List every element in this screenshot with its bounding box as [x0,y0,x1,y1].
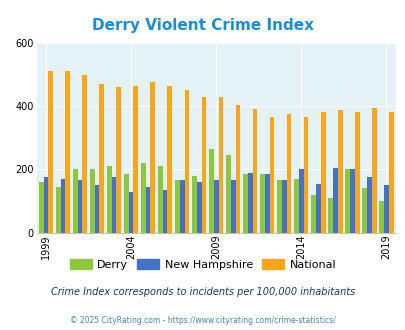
Bar [209,149,213,233]
Text: Derry Violent Crime Index: Derry Violent Crime Index [92,18,313,33]
Bar [378,201,383,233]
Bar [320,112,325,233]
Bar [371,108,376,233]
Bar [315,183,320,233]
Bar [243,174,247,233]
Bar [55,187,60,233]
Bar [344,169,349,233]
Bar [167,85,172,233]
Bar [349,169,354,233]
Bar [383,185,388,233]
Bar [226,155,230,233]
Bar [196,182,201,233]
Legend: Derry, New Hampshire, National: Derry, New Hampshire, National [65,255,340,274]
Bar [94,185,99,233]
Bar [354,112,359,233]
Bar [281,181,286,233]
Bar [65,71,70,233]
Bar [327,198,332,233]
Bar [116,87,121,233]
Bar [260,174,264,233]
Bar [201,97,206,233]
Bar [277,181,281,233]
Bar [175,181,179,233]
Bar [128,191,133,233]
Bar [38,182,43,233]
Bar [269,117,274,233]
Bar [264,174,269,233]
Bar [111,177,116,233]
Bar [99,84,104,233]
Bar [107,166,111,233]
Bar [184,90,189,233]
Bar [218,97,223,233]
Bar [298,169,303,233]
Bar [162,190,167,233]
Bar [230,181,235,233]
Bar [286,114,291,233]
Bar [294,179,298,233]
Bar [145,187,150,233]
Bar [43,177,48,233]
Bar [150,82,155,233]
Bar [133,85,138,233]
Bar [337,110,342,233]
Bar [213,181,218,233]
Bar [388,113,393,233]
Bar [48,71,53,233]
Bar [311,195,315,233]
Text: © 2025 CityRating.com - https://www.cityrating.com/crime-statistics/: © 2025 CityRating.com - https://www.city… [70,315,335,325]
Bar [235,105,240,233]
Bar [60,179,65,233]
Bar [332,168,337,233]
Bar [179,181,184,233]
Bar [158,166,162,233]
Bar [82,75,87,233]
Bar [366,177,371,233]
Bar [141,163,145,233]
Bar [303,117,308,233]
Text: Crime Index corresponds to incidents per 100,000 inhabitants: Crime Index corresponds to incidents per… [51,287,354,297]
Bar [192,176,196,233]
Bar [247,173,252,233]
Bar [77,181,82,233]
Bar [90,169,94,233]
Bar [72,169,77,233]
Bar [361,188,366,233]
Bar [124,174,128,233]
Bar [252,109,257,233]
